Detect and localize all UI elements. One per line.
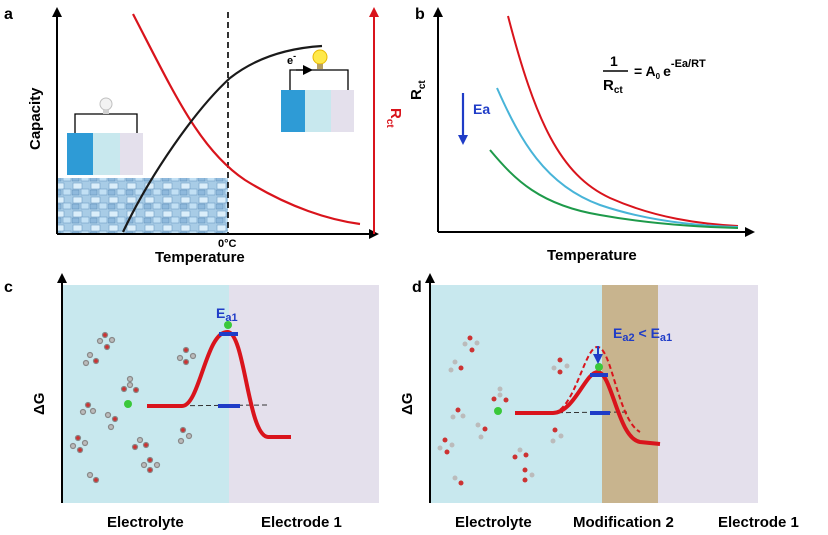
solvent-molecules-d [437,335,570,486]
rct-curve-mid [496,87,739,228]
energy-profile-modified-d [515,369,661,446]
arrhenius-equation: 1 Rct = A0 e-Ea/RT [603,53,706,96]
panel-a-label: a [4,6,13,23]
li-ion-d [494,407,502,415]
svg-text:Rct: Rct [603,77,623,96]
svg-text:= A0e-Ea/RT: = A0 e-Ea/RT [634,58,706,81]
li-ion-c [124,400,132,408]
electrode-label-c: Electrode 1 [261,514,342,531]
panel-c-label: c [4,279,13,296]
svg-text:1: 1 [610,53,618,69]
electrolyte-region-d [430,285,602,503]
panel-b-ylabel: Rct [408,80,428,100]
panel-d-label: d [412,279,422,296]
panel-a-ylabel-right: Rct [384,108,404,128]
panel-c-ylabel: ΔG [31,393,48,415]
battery-warm: e- [281,49,354,132]
capacity-curve [122,44,323,233]
panel-a-ylabel-left: Capacity [27,87,44,150]
ea-comparison-label: Ea2 < Ea1 [613,325,672,344]
electrode-region-c [229,285,379,503]
zero-mark-label: 0°C [218,238,237,250]
panel-b-ea-label: Ea [473,101,490,117]
panel-b: b Ea Rct Temperature 1 Rct = A0 e-Ea/RT [408,6,755,264]
panel-c: c Ea1 ΔG Electrolyte Electrode 1 [4,273,379,531]
ice-block [57,178,228,234]
bulb-off-icon [99,97,113,111]
rct-curve-low [489,149,739,229]
ea1-label-c: Ea1 [216,305,238,324]
electron-label: e- [287,51,296,67]
panel-b-label: b [415,6,425,23]
panel-a: a e- Capa [4,6,404,266]
panel-a-xlabel: Temperature [155,249,245,266]
electrode-region-d [658,285,758,503]
rct-curve-a [132,13,361,226]
battery-cold [67,97,143,175]
solvent-molecules-c [69,331,197,484]
modification-label-d: Modification 2 [573,514,674,531]
bulb-on-icon [312,49,328,65]
electrolyte-label-d: Electrolyte [455,514,532,531]
panel-d: d Ea2 < Ea1 ΔG Electrolyte Modif [399,273,799,531]
panel-b-xlabel: Temperature [547,247,637,264]
electrolyte-region-c [62,285,229,503]
li-ion-top-d [595,363,603,371]
electrolyte-label-c: Electrolyte [107,514,184,531]
electrode-label-d: Electrode 1 [718,514,799,531]
rct-curve-high [507,15,739,227]
panel-d-ylabel: ΔG [399,393,416,415]
li-ion-top-c [224,321,232,329]
